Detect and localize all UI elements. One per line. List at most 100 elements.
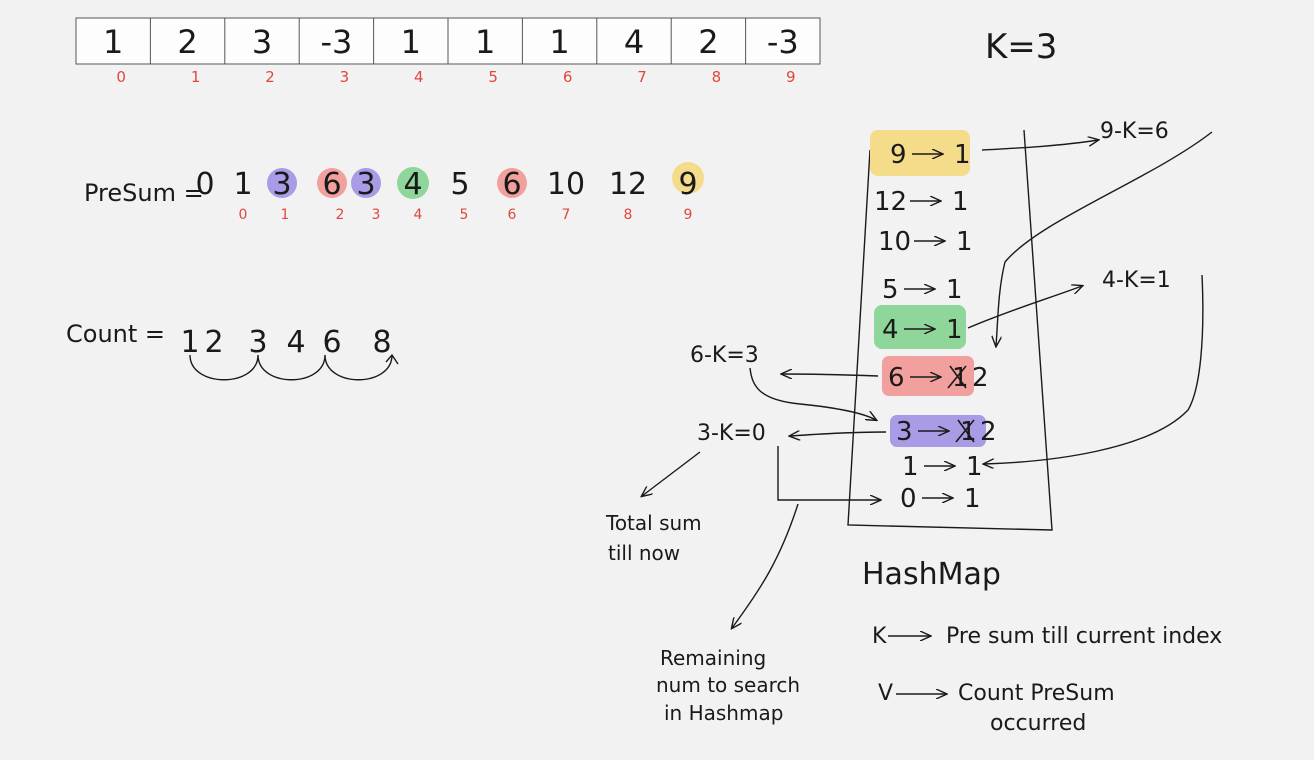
presum-highlight-purple-2 xyxy=(351,168,381,198)
hashmap-value: 1 xyxy=(956,227,973,257)
arrow-note-to-one xyxy=(984,274,1204,464)
hashmap-value: 1 xyxy=(946,315,963,345)
presum-value: 0 xyxy=(195,167,214,202)
array-cell: 2 xyxy=(177,23,197,61)
array-index: 3 xyxy=(340,68,350,86)
presum-highlight-purple-1 xyxy=(267,168,297,198)
hashmap-key: 12 xyxy=(874,187,907,217)
arrow-to-total-sum xyxy=(642,451,701,496)
note-remaining-line1: Remaining xyxy=(660,646,766,670)
note-total-sum-line1: Total sum xyxy=(605,511,702,535)
count-value: 3 xyxy=(248,325,267,360)
count-loop-arrowhead xyxy=(385,353,399,365)
hashmap-row: 12 1 xyxy=(874,187,969,217)
legend-v-key: V xyxy=(878,681,893,706)
presum-value: 4 xyxy=(403,167,422,202)
array-cell: 1 xyxy=(401,23,421,61)
hashmap-strike xyxy=(947,365,967,389)
input-array: 1 2 3 -3 1 1 1 4 2 -3 0 1 2 3 4 5 6 7 8 9 xyxy=(75,17,821,86)
hashmap-value: 1 xyxy=(964,484,981,514)
presum-value: 10 xyxy=(547,167,585,202)
count-value: 4 xyxy=(286,325,305,360)
presum-index: 9 xyxy=(684,207,693,223)
legend-k-key: K xyxy=(872,624,887,649)
hashmap-value: 2 xyxy=(980,417,997,447)
hashmap-strike xyxy=(955,419,975,443)
hashmap-title: HashMap xyxy=(862,557,1001,592)
note-remaining-line3: in Hashmap xyxy=(664,701,783,725)
presum-value: 1 xyxy=(233,167,252,202)
presum-value: 6 xyxy=(502,167,521,202)
count-value: 1 xyxy=(180,325,199,360)
array-index: 6 xyxy=(563,68,573,86)
arrow-note-to-three xyxy=(749,367,876,420)
hashmap: 9 112 110 15 14 16 1 23 1 21 10 1 HashMap xyxy=(847,129,1053,592)
hashmap-row: 10 1 xyxy=(878,227,973,257)
legend-v-text-line1: Count PreSum xyxy=(958,681,1115,706)
presum-index: 0 xyxy=(239,207,248,223)
array-index: 9 xyxy=(786,68,796,86)
presum-highlight-green xyxy=(397,167,429,199)
hashmap-value: 1 xyxy=(952,187,969,217)
arrows xyxy=(642,131,1213,628)
presum-highlight-red-1 xyxy=(317,168,347,198)
arrow-four-to-note xyxy=(967,286,1082,329)
legend-v-text-line2: occurred xyxy=(990,711,1086,736)
hashmap-key: 5 xyxy=(882,275,899,305)
array-index: 2 xyxy=(265,68,275,86)
array-index: 7 xyxy=(637,68,647,86)
hashmap-value: 1 xyxy=(966,452,983,482)
hashmap-container xyxy=(847,129,1053,531)
presum-highlight-red-2 xyxy=(497,168,527,198)
note-six-minus-k: 6-K=3 xyxy=(690,343,759,368)
hashmap-key: 0 xyxy=(900,484,917,514)
array-index: 1 xyxy=(191,68,201,86)
note-three-minus-k: 3-K=0 xyxy=(697,421,766,446)
hashmap-value: 1 xyxy=(946,275,963,305)
hashmap-key: 6 xyxy=(888,363,905,393)
array-cell: -3 xyxy=(320,23,352,61)
count-value: 8 xyxy=(372,325,391,360)
count-value: 2 xyxy=(204,325,223,360)
arrow-nine-to-note xyxy=(981,140,1098,151)
arrow-to-remaining xyxy=(732,503,799,628)
array-cell: 1 xyxy=(549,23,569,61)
presum-index: 8 xyxy=(624,207,633,223)
hashmap-highlight-green xyxy=(874,305,966,349)
presum-index: 1 xyxy=(281,207,290,223)
presum-index: 6 xyxy=(508,207,517,223)
hashmap-key: 1 xyxy=(902,452,919,482)
presum-highlight-yellow xyxy=(672,162,704,194)
note-total-sum-line2: till now xyxy=(608,541,680,565)
presum-index: 4 xyxy=(414,207,423,223)
note-nine-minus-k: 9-K=6 xyxy=(1100,119,1169,144)
note-remaining-line2: num to search xyxy=(656,673,800,697)
hashmap-value: 1 xyxy=(954,140,971,170)
k-value: K=3 xyxy=(985,27,1057,67)
count-value: 6 xyxy=(322,325,341,360)
presum-index: 2 xyxy=(336,207,345,223)
presum-index: 7 xyxy=(562,207,571,223)
arrow-three-to-note xyxy=(790,432,887,436)
hashmap-strike xyxy=(957,419,975,443)
array-index: 8 xyxy=(712,68,722,86)
presum-index: 3 xyxy=(372,207,381,223)
arrow-note-to-zero xyxy=(777,446,880,500)
legend-k-text: Pre sum till current index xyxy=(946,624,1222,649)
hashmap-old-value: 1 xyxy=(952,363,969,393)
hashmap-old-value: 1 xyxy=(960,417,977,447)
annotations: 9-K=6 4-K=1 6-K=3 3-K=0 Total sum till n… xyxy=(605,119,1171,725)
presum-label: PreSum = xyxy=(84,179,204,207)
hashmap-key: 9 xyxy=(890,140,907,170)
